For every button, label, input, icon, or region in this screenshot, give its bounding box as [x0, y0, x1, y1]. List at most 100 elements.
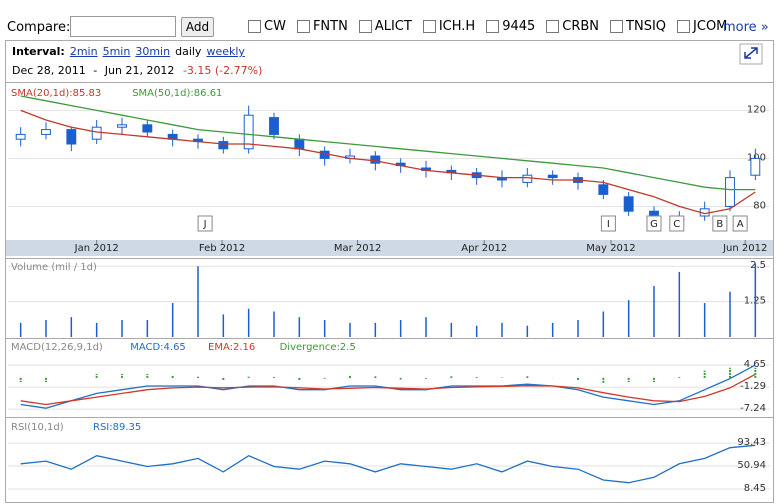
checkbox-label: JCOM — [693, 19, 728, 34]
candle-body — [142, 124, 153, 133]
y-tick-label: 2.5 — [750, 260, 766, 271]
event-label: G — [650, 219, 658, 230]
frame — [5, 40, 774, 503]
interval-option[interactable]: weekly — [206, 45, 245, 58]
candle-body — [623, 196, 634, 212]
compare-input[interactable] — [70, 16, 176, 37]
x-tick-label: Mar 2012 — [334, 243, 382, 254]
candle-body — [218, 141, 229, 150]
event-flag — [646, 215, 662, 232]
more-link[interactable]: more » — [723, 20, 769, 35]
series-line — [20, 109, 756, 215]
interval-option: daily — [175, 45, 202, 58]
y-tick-label: -1.29 — [740, 381, 766, 392]
interval-option[interactable]: 2min — [69, 45, 98, 58]
checkbox-label: CW — [264, 19, 286, 34]
x-tick-label: Jun 2012 — [722, 243, 767, 254]
candle-body — [547, 174, 558, 179]
x-axis-band — [6, 240, 773, 256]
interval-label: Interval: — [12, 45, 65, 58]
panel-title: RSI(10,1d) — [11, 422, 64, 433]
change: -3.15 (-2.77%) — [182, 64, 263, 77]
candle-body — [370, 155, 381, 164]
checkbox-label: ICH.H — [438, 19, 476, 34]
expand-icon[interactable] — [739, 43, 763, 65]
y-tick-label: 93.43 — [737, 437, 766, 448]
candle-body — [41, 129, 51, 135]
checkbox-label: 9445 — [502, 19, 536, 34]
event-label: C — [673, 219, 680, 230]
y-tick-label: 120 — [747, 104, 766, 115]
legend-entry: SMA(50,1d):86.61 — [132, 88, 222, 99]
event-label: J — [203, 219, 207, 230]
checkbox-label: TNSIQ — [626, 19, 667, 34]
legend-entry: EMA:2.16 — [208, 342, 255, 353]
candle-body — [294, 138, 305, 150]
date-start[interactable]: Dec 28, 2011 — [12, 64, 86, 77]
compare-checkbox[interactable]: TNSIQ — [610, 19, 666, 34]
candle-body — [269, 117, 279, 135]
event-flag — [712, 215, 728, 232]
compare-label: Compare: — [7, 20, 71, 35]
compare-checkbox[interactable]: CW — [248, 19, 286, 34]
checkbox-label: FNTN — [312, 19, 348, 34]
compare-checkbox[interactable]: ALICT — [358, 19, 412, 34]
expand-arrow — [744, 47, 758, 59]
toolbar: Compare: Add CW FNTN ALICT ICH.H 9445 CRBN TNS… — [0, 14, 781, 42]
candle-body — [15, 133, 26, 140]
checkbox-list: CW FNTN ALICT ICH.H 9445 CRBN TNSIQ JCOM — [248, 19, 727, 34]
checkbox-box[interactable] — [358, 20, 372, 33]
checkbox-box[interactable] — [610, 20, 624, 33]
candle-body — [66, 129, 77, 145]
series-line — [20, 373, 756, 406]
event-flag — [669, 215, 685, 232]
x-tick-label: May 2012 — [586, 243, 635, 254]
series-line — [20, 444, 756, 484]
checkbox-box[interactable] — [677, 20, 691, 33]
compare-checkbox[interactable]: ICH.H — [422, 19, 476, 34]
checkbox-box[interactable] — [422, 20, 436, 33]
x-tick-label: Apr 2012 — [461, 243, 507, 254]
date-separator: - — [93, 64, 98, 77]
interval-option[interactable]: 30min — [135, 45, 171, 58]
x-tick-label: Feb 2012 — [199, 243, 245, 254]
candle-body — [598, 184, 609, 195]
date-end[interactable]: Jun 21, 2012 — [104, 64, 175, 77]
checkbox-box[interactable] — [546, 20, 560, 33]
panel-title: MACD(12,26,9,1d) — [11, 342, 103, 353]
event-label: A — [737, 219, 744, 230]
checkbox-label: CRBN — [562, 19, 600, 34]
checkbox-box[interactable] — [296, 20, 310, 33]
panel-title: Volume (mil / 1d) — [11, 262, 97, 273]
candle-body — [750, 157, 761, 176]
compare-checkbox[interactable]: 9445 — [486, 19, 535, 34]
chart-header: Interval: 2min 5min 30min daily weekly Dec 28… — [12, 45, 262, 77]
interval-option[interactable]: 5min — [102, 45, 131, 58]
candle-body — [243, 114, 254, 150]
checkbox-box[interactable] — [486, 20, 500, 33]
y-tick-label: 8.45 — [744, 483, 766, 494]
checkbox-box[interactable] — [248, 20, 261, 33]
compare-checkbox[interactable]: CRBN — [546, 19, 599, 34]
event-label: I — [607, 219, 610, 230]
add-button[interactable]: Add — [181, 17, 214, 37]
event-flag — [197, 215, 213, 232]
candle-body — [91, 126, 102, 140]
legend-entry: MACD:4.65 — [130, 342, 186, 353]
y-tick-label: 80 — [753, 200, 766, 211]
series-line — [20, 95, 756, 191]
event-flag — [732, 215, 748, 232]
compare-checkbox[interactable]: FNTN — [296, 19, 348, 34]
legend-entry: Divergence:2.5 — [280, 342, 356, 353]
checkbox-label: ALICT — [374, 19, 412, 34]
compare-checkbox[interactable]: JCOM — [677, 19, 727, 34]
legend-entry: RSI:89.35 — [93, 422, 141, 433]
y-tick-label: -7.24 — [740, 403, 766, 414]
x-tick-label: Jan 2012 — [74, 243, 119, 254]
candle-body — [725, 177, 735, 207]
y-tick-label: 50.94 — [737, 460, 766, 471]
candle-body — [522, 174, 533, 183]
event-label: B — [716, 219, 723, 230]
